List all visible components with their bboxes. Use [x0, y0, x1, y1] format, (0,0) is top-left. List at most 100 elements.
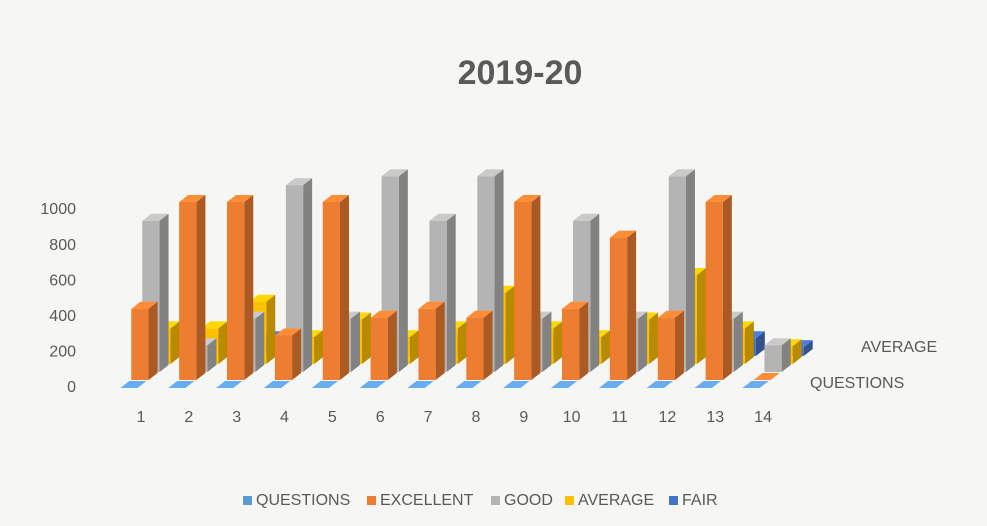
bar-side — [696, 268, 706, 364]
bar-side — [361, 312, 371, 364]
bar-top — [418, 301, 445, 309]
x-tick-label: 2 — [184, 409, 193, 426]
bar-top — [466, 310, 493, 318]
bar — [131, 308, 149, 380]
bar-top — [201, 321, 228, 329]
bar-top — [168, 381, 195, 388]
bar-side — [803, 340, 813, 356]
bar — [274, 335, 293, 380]
depth-axis-label: QUESTIONS — [810, 375, 904, 392]
bar-top — [694, 381, 721, 388]
x-tick-label: 5 — [328, 409, 337, 426]
bar-side — [722, 195, 732, 380]
bar-top — [455, 381, 482, 388]
x-tick-label: 11 — [611, 409, 628, 426]
bar-top — [742, 381, 769, 388]
bar-side — [627, 230, 637, 380]
bar-top — [477, 169, 504, 177]
bar-side — [387, 310, 397, 380]
bar-side — [409, 330, 419, 364]
bar-side — [435, 301, 445, 380]
depth-axis-label: AVERAGE — [861, 339, 937, 356]
bar-top — [657, 310, 684, 318]
legend-swatch — [491, 496, 500, 505]
bar-side — [170, 321, 180, 364]
bar-side — [457, 321, 467, 364]
bar-side — [255, 311, 265, 372]
bar-side — [494, 169, 504, 372]
bar-top — [573, 213, 600, 221]
x-tick-label: 1 — [136, 409, 145, 426]
bar-side — [755, 331, 765, 356]
bar-top — [514, 195, 541, 202]
bar-top — [131, 301, 158, 309]
x-tick-label: 13 — [706, 409, 724, 426]
bar — [370, 317, 388, 380]
bar-top — [407, 381, 434, 388]
bar-top — [598, 381, 626, 388]
x-tick-label: 9 — [519, 409, 528, 426]
bar-top — [311, 381, 338, 388]
bar-top — [263, 381, 291, 388]
x-tick-label: 12 — [658, 409, 676, 426]
bar-top — [216, 381, 243, 388]
bar-side — [303, 178, 313, 372]
bar-side — [339, 195, 349, 380]
legend-label: EXCELLENT — [380, 492, 474, 509]
bar-side — [590, 213, 600, 372]
bar-side — [483, 310, 493, 380]
y-tick-label: 600 — [49, 272, 76, 289]
bar-side — [314, 330, 324, 364]
bar-side — [792, 339, 802, 364]
bar — [322, 202, 340, 380]
x-tick-label: 10 — [563, 409, 581, 426]
bar-side — [601, 330, 611, 364]
bar-top — [274, 328, 302, 336]
legend-swatch — [565, 496, 574, 505]
bar-side — [542, 311, 552, 372]
bar-top — [668, 169, 695, 177]
y-tick-label: 1000 — [40, 201, 76, 218]
bar-side — [733, 311, 743, 372]
bar — [764, 345, 782, 372]
bar-top — [249, 294, 276, 302]
bar-side — [446, 213, 456, 372]
bar-side — [579, 301, 589, 380]
bar-top — [764, 338, 791, 346]
bar-side — [649, 312, 659, 364]
legend-label: FAIR — [682, 492, 718, 509]
bar-side — [638, 311, 648, 372]
bar-top — [322, 195, 349, 202]
bar-top — [120, 381, 147, 388]
bar-top — [562, 301, 589, 309]
bar-top — [370, 310, 397, 318]
bar-side — [685, 169, 695, 372]
x-tick-label: 8 — [471, 409, 480, 426]
bar-side — [744, 321, 754, 364]
bar — [657, 317, 675, 380]
legend-swatch — [367, 496, 376, 505]
x-tick-label: 3 — [232, 409, 241, 426]
x-tick-label: 4 — [280, 409, 289, 426]
bar-side — [148, 301, 158, 380]
bar — [285, 185, 304, 372]
bar-top — [429, 213, 456, 221]
bar-side — [218, 321, 228, 364]
bar — [705, 202, 723, 380]
bar — [466, 317, 484, 380]
bar — [514, 202, 532, 380]
bar — [227, 202, 245, 380]
bar-top — [551, 381, 578, 388]
x-tick-label: 7 — [424, 409, 433, 426]
x-tick-label: 6 — [376, 409, 385, 426]
y-tick-label: 200 — [49, 344, 76, 361]
bar-top — [646, 381, 673, 388]
bar-top — [285, 178, 313, 186]
bar-side — [781, 338, 791, 372]
y-tick-label: 400 — [49, 308, 76, 325]
bar — [418, 308, 436, 380]
bar-side — [207, 338, 217, 372]
bar-side — [350, 311, 360, 372]
bar-side — [674, 310, 684, 380]
